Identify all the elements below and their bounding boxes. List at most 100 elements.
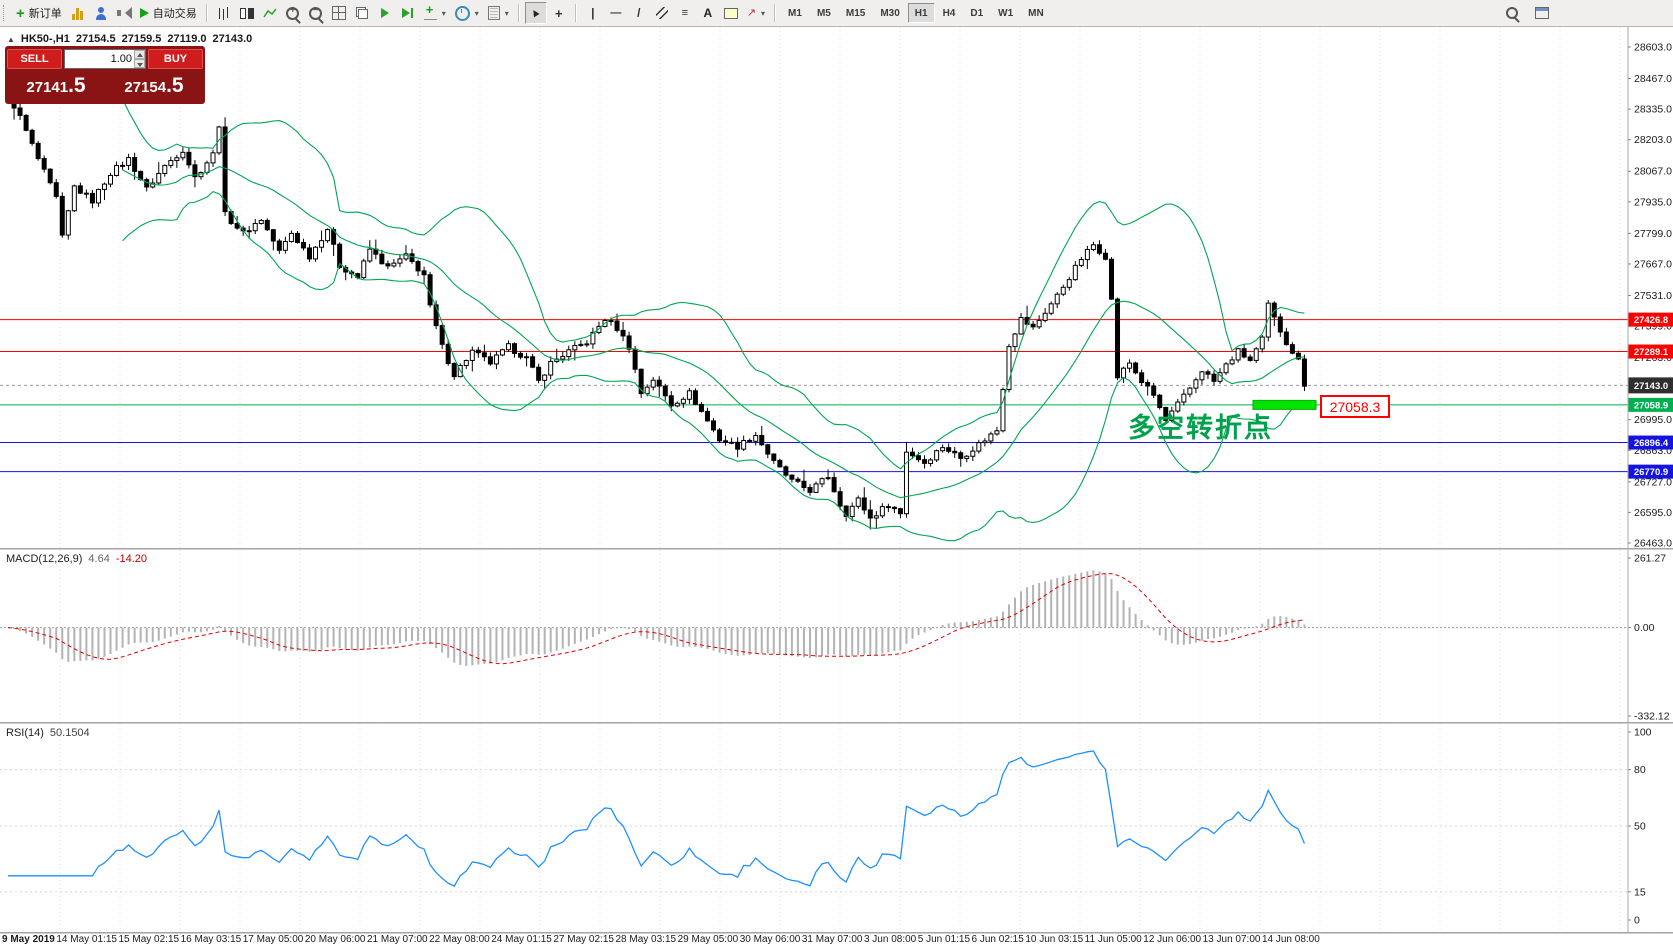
chart-symbol: HK50-,H1: [20, 33, 70, 45]
bar-chart-button[interactable]: [213, 2, 235, 24]
auto-trading-button[interactable]: 自动交易: [136, 2, 201, 24]
macd-signal-value: -14.20: [115, 553, 148, 565]
auto-trading-icon: [139, 8, 149, 18]
pivot-annotation-text[interactable]: 多空转折点: [1128, 413, 1273, 444]
timeframe-m1-button[interactable]: M1: [781, 3, 809, 23]
new-order-button[interactable]: + 新订单: [12, 2, 66, 24]
macd-header: MACD(12,26,9) 4.64 -14.20: [6, 553, 147, 565]
svg-text:26727.0: 26727.0: [1634, 476, 1672, 488]
svg-text:27531.0: 27531.0: [1634, 290, 1672, 302]
svg-text:28067.0: 28067.0: [1634, 166, 1672, 178]
svg-text:26595.0: 26595.0: [1634, 507, 1672, 519]
crosshair-tool-button[interactable]: +: [548, 2, 570, 24]
cascade-windows-button[interactable]: [351, 2, 373, 24]
svg-text:27426.8: 27426.8: [1634, 315, 1668, 326]
time-label: 3 Jun 08:00: [863, 934, 917, 945]
periods-button[interactable]: ▾: [451, 2, 483, 24]
volume-increase-button[interactable]: [134, 50, 145, 59]
text-label-icon: [723, 7, 738, 19]
window-icon: [1535, 7, 1549, 19]
arrow-tool-icon: ↗: [746, 6, 757, 19]
svg-text:26995.0: 26995.0: [1634, 414, 1672, 426]
cursor-tool-button[interactable]: ▲: [524, 2, 547, 24]
candlestick-chart-button[interactable]: [236, 2, 258, 24]
text-label-tool-button[interactable]: [720, 2, 742, 24]
macd-canvas[interactable]: 261.27 0.00 -332.12: [0, 550, 1673, 722]
channel-tool-button[interactable]: [651, 2, 673, 24]
candlestick-icon: [239, 7, 254, 19]
trendline-tool-button[interactable]: /: [628, 2, 650, 24]
panel-divider[interactable]: [0, 548, 1673, 550]
auto-trading-label: 自动交易: [152, 8, 197, 20]
buy-button[interactable]: BUY: [148, 49, 203, 69]
macd-title: MACD(12,26,9): [6, 553, 83, 565]
time-label: 20 May 06:00: [304, 934, 366, 945]
zoom-in-button[interactable]: +: [282, 2, 304, 24]
timeframe-d1-button[interactable]: D1: [963, 3, 990, 23]
main-toolbar: + 新订单 自动交易 + −: [0, 0, 1673, 27]
navigator-button[interactable]: [90, 2, 112, 24]
rsi-canvas[interactable]: 100 80 50 15 0: [0, 724, 1673, 932]
search-button[interactable]: [1501, 2, 1523, 24]
svg-text:27667.0: 27667.0: [1634, 258, 1672, 270]
horizontal-line-tool-button[interactable]: —: [605, 2, 627, 24]
line-chart-icon: [263, 8, 277, 18]
ohlc-close: 27143.0: [212, 33, 253, 45]
pivot-price-callout[interactable]: 27058.3: [1320, 395, 1390, 418]
buy-price[interactable]: 27154.5: [124, 74, 184, 97]
new-window-button[interactable]: [1531, 2, 1553, 24]
trendline-icon: /: [637, 6, 641, 20]
vertical-line-tool-button[interactable]: |: [582, 2, 604, 24]
main-chart-canvas[interactable]: 28603.0 28467.0 28335.0 28203.0 28067.0 27935…: [0, 27, 1673, 548]
toolbar-separator: [574, 4, 577, 22]
svg-text:28467.0: 28467.0: [1634, 73, 1672, 85]
text-tool-icon: A: [703, 6, 713, 20]
chevron-down-icon: ▾: [441, 8, 446, 18]
timeframe-mn-button[interactable]: MN: [1021, 3, 1051, 23]
rsi-value: 50.1504: [49, 727, 90, 739]
time-label: 31 May 07:00: [801, 934, 863, 945]
svg-text:50: 50: [1634, 821, 1646, 833]
chart-shift-button[interactable]: [397, 2, 419, 24]
tile-windows-button[interactable]: [328, 2, 350, 24]
volume-field[interactable]: 1.00: [64, 49, 146, 69]
ohlc-low: 27119.0: [167, 33, 207, 45]
fibonacci-icon: ≡: [681, 6, 689, 19]
chart-shift-icon: [402, 8, 413, 18]
arrows-tool-button[interactable]: ↗ ▾: [743, 2, 769, 24]
indicators-icon: +: [423, 3, 437, 20]
zoom-in-icon: +: [286, 5, 300, 20]
market-watch-button[interactable]: [67, 2, 89, 24]
sell-price[interactable]: 27141.5: [26, 74, 86, 97]
chart-title-icon: ▲: [7, 34, 15, 44]
volume-value: 1.00: [110, 53, 132, 65]
timeframe-m30-button[interactable]: M30: [873, 3, 906, 23]
ohlc-high: 27159.5: [121, 33, 162, 45]
svg-text:27289.1: 27289.1: [1634, 347, 1669, 358]
fibonacci-tool-button[interactable]: ≡: [674, 2, 696, 24]
timeframe-w1-button[interactable]: W1: [991, 3, 1020, 23]
volume-decrease-button[interactable]: [134, 59, 145, 68]
sell-button[interactable]: SELL: [7, 49, 62, 69]
time-axis[interactable]: 9 May 2019 14 May 01:15 15 May 02:15 16 May…: [0, 934, 1673, 949]
rsi-title: RSI(14): [6, 727, 44, 739]
zoom-out-button[interactable]: −: [305, 2, 327, 24]
timeframe-h1-button[interactable]: H1: [907, 3, 935, 23]
templates-icon: [487, 6, 500, 20]
toolbar-drag-handle[interactable]: [3, 5, 8, 21]
line-chart-button[interactable]: [259, 2, 281, 24]
search-icon: [1506, 7, 1518, 19]
terminal-button[interactable]: [113, 2, 135, 24]
templates-button[interactable]: ▾: [484, 2, 513, 24]
timeframe-m5-button[interactable]: M5: [810, 3, 838, 23]
text-tool-button[interactable]: A: [697, 2, 719, 24]
auto-scroll-button[interactable]: [374, 2, 396, 24]
new-order-label: 新订单: [28, 8, 62, 20]
time-label: 10 Jun 03:15: [1025, 934, 1084, 945]
indicators-button[interactable]: + ▾: [420, 2, 450, 24]
svg-text:0: 0: [1634, 915, 1640, 927]
toolbar-separator: [205, 4, 208, 22]
timeframe-h4-button[interactable]: H4: [936, 3, 963, 23]
panel-divider[interactable]: [0, 722, 1673, 724]
timeframe-m15-button[interactable]: M15: [839, 3, 872, 23]
